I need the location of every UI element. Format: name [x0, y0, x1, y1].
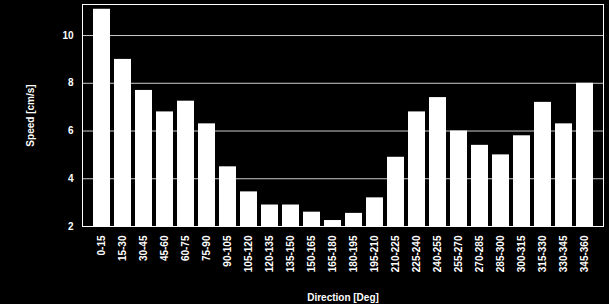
svg-text:225-240: 225-240 — [411, 235, 422, 272]
svg-text:210-225: 210-225 — [390, 235, 401, 272]
svg-text:45-60: 45-60 — [159, 235, 170, 261]
svg-text:165-180: 165-180 — [327, 235, 338, 272]
svg-text:285-300: 285-300 — [495, 235, 506, 272]
svg-text:180-195: 180-195 — [348, 235, 359, 272]
svg-text:15-30: 15-30 — [117, 235, 128, 261]
svg-text:195-210: 195-210 — [369, 235, 380, 272]
svg-text:2: 2 — [68, 221, 74, 232]
svg-text:6: 6 — [68, 125, 74, 136]
svg-text:120-135: 120-135 — [264, 235, 275, 272]
svg-text:105-120: 105-120 — [243, 235, 254, 272]
svg-text:30-45: 30-45 — [138, 235, 149, 261]
svg-text:330-345: 330-345 — [558, 235, 569, 272]
svg-text:Direction [Deg]: Direction [Deg] — [307, 292, 379, 303]
svg-text:0-15: 0-15 — [96, 235, 107, 255]
svg-text:240-255: 240-255 — [432, 235, 443, 272]
svg-text:135-150: 135-150 — [285, 235, 296, 272]
svg-text:4: 4 — [68, 173, 74, 184]
svg-text:60-75: 60-75 — [180, 235, 191, 261]
svg-text:90-105: 90-105 — [222, 235, 233, 267]
svg-text:150-165: 150-165 — [306, 235, 317, 272]
svg-text:315-330: 315-330 — [537, 235, 548, 272]
svg-text:Speed [cm/s]: Speed [cm/s] — [25, 84, 36, 146]
svg-text:8: 8 — [68, 77, 74, 88]
svg-text:255-270: 255-270 — [453, 235, 464, 272]
svg-text:345-360: 345-360 — [579, 235, 590, 272]
svg-text:300-315: 300-315 — [516, 235, 527, 272]
svg-text:270-285: 270-285 — [474, 235, 485, 272]
svg-text:75-90: 75-90 — [201, 235, 212, 261]
svg-text:10: 10 — [62, 30, 74, 41]
